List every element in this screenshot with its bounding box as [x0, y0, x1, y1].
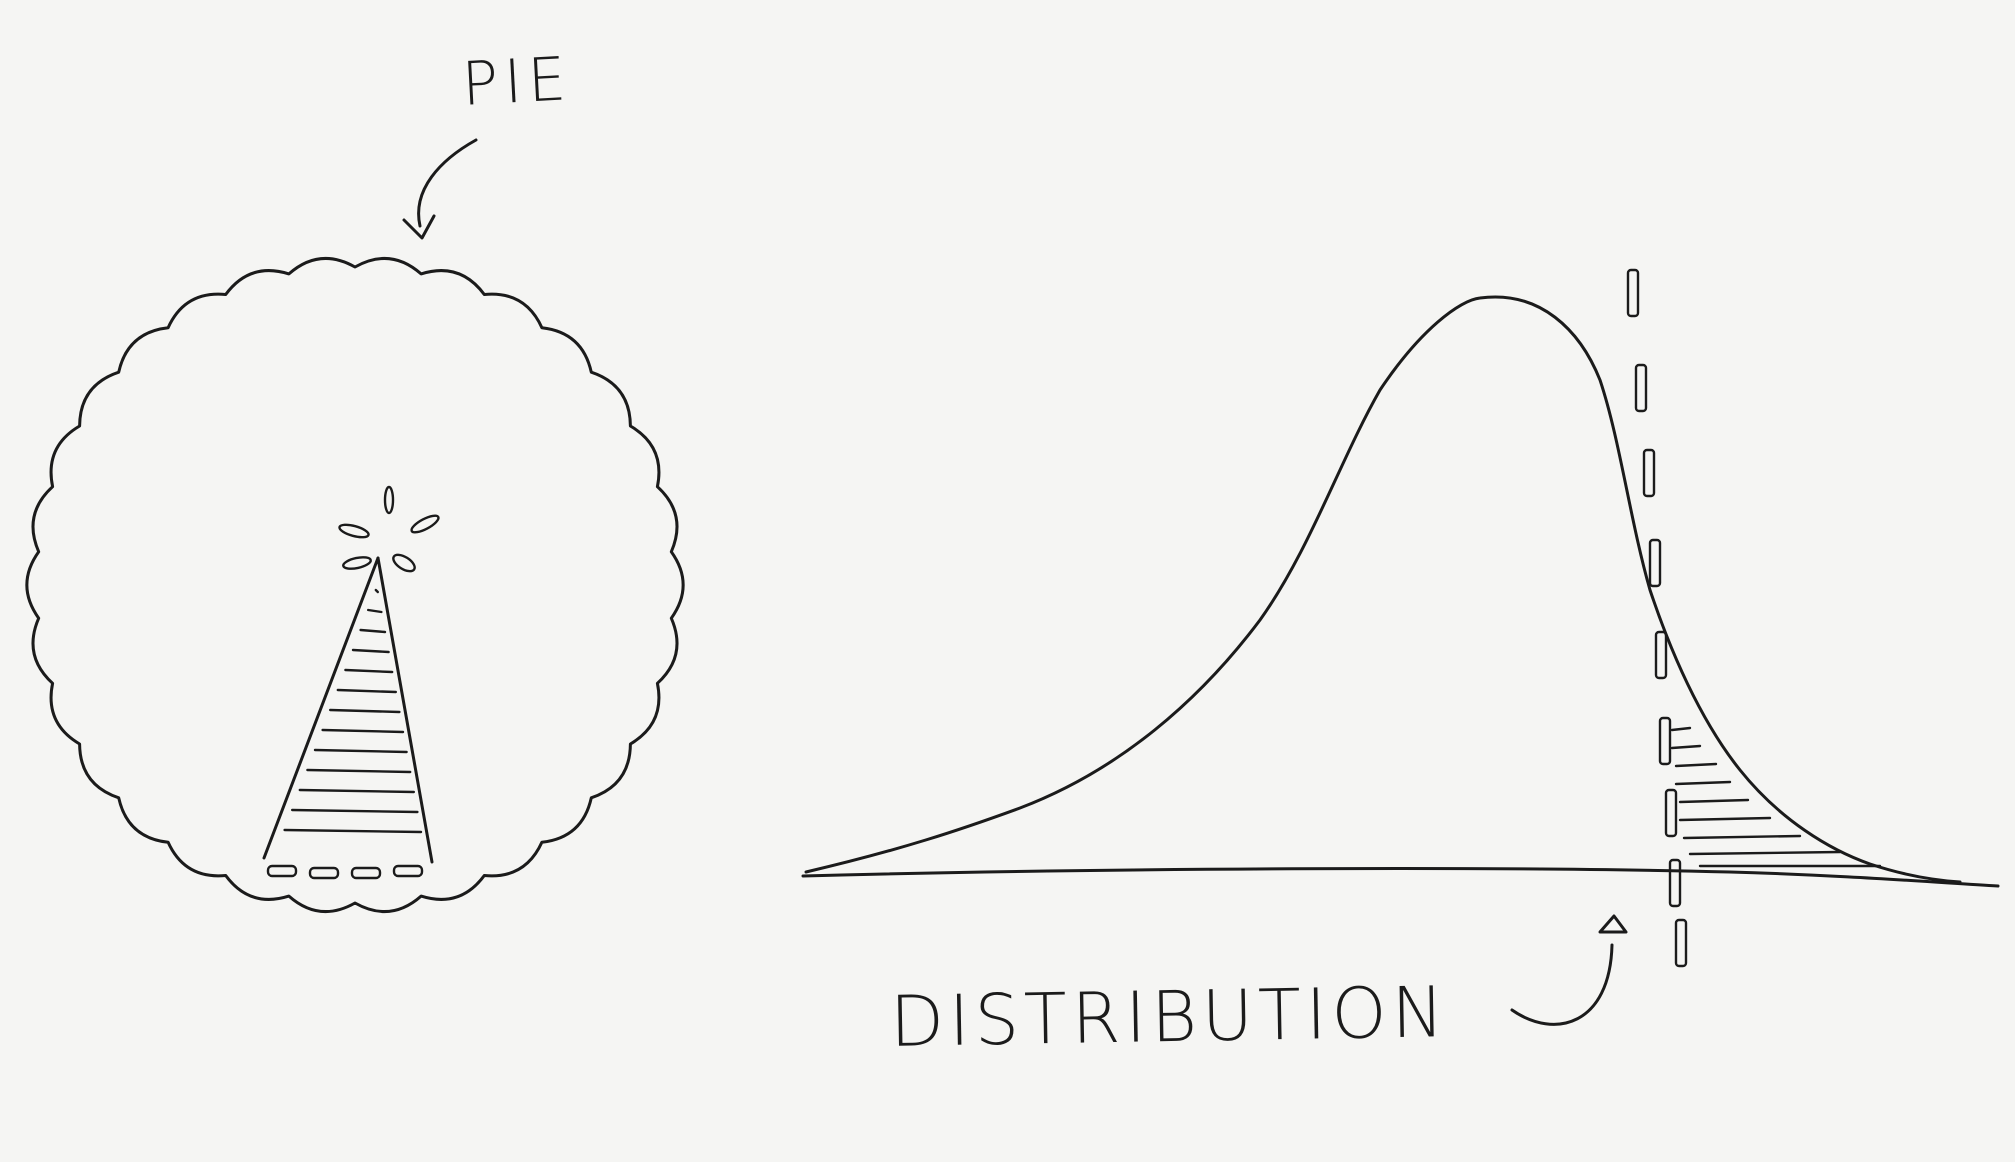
hatch-line: [313, 748, 408, 754]
hatch-line: [359, 628, 387, 634]
distribution-baseline: [801, 867, 2000, 888]
cutoff-dash: [1658, 716, 1672, 766]
hatch-line: [336, 688, 397, 694]
hatch-line: [344, 668, 394, 674]
pie-slice: [262, 556, 434, 880]
pie-arrow: [402, 138, 478, 240]
distribution-curve: [804, 295, 1962, 884]
hatch-line: [1688, 850, 1842, 856]
hatch-line: [1682, 834, 1802, 840]
hatch-line: [351, 648, 390, 654]
hatch-line: [1678, 816, 1772, 822]
distribution-tail-hatching: [1670, 726, 1882, 868]
hatch-line: [306, 768, 412, 774]
hatch-line: [1670, 726, 1692, 732]
hatch-line: [1674, 762, 1718, 768]
hatch-line: [321, 728, 405, 734]
pie-slice-base: [266, 864, 424, 880]
cutoff-dash: [1664, 788, 1678, 838]
pie-label: PIE: [460, 44, 574, 120]
distribution-arrow: [1510, 914, 1628, 1026]
cutoff-dash: [1626, 268, 1640, 318]
hatch-line: [1674, 780, 1732, 786]
hatch-line: [283, 828, 423, 834]
hatch-line: [329, 708, 401, 714]
pie-outline: [25, 256, 685, 914]
cutoff-dash: [1668, 858, 1682, 908]
pie-slice-sparkle: [338, 485, 440, 573]
hatch-line: [1678, 798, 1750, 804]
cutoff-dash: [1648, 538, 1662, 588]
distribution-label: DISTRIBUTION: [889, 971, 1450, 1063]
hatch-line: [1670, 744, 1702, 750]
hatch-line: [298, 788, 415, 794]
hatch-line: [367, 608, 383, 614]
pie-slice-hatching: [283, 588, 423, 834]
cutoff-dash: [1634, 363, 1648, 413]
distribution-cutoff-line: [1626, 268, 1688, 968]
hatch-line: [291, 808, 419, 814]
cutoff-dash: [1642, 448, 1656, 498]
hatch-line: [374, 588, 379, 594]
cutoff-dash: [1654, 630, 1668, 680]
cutoff-dash: [1674, 918, 1688, 968]
